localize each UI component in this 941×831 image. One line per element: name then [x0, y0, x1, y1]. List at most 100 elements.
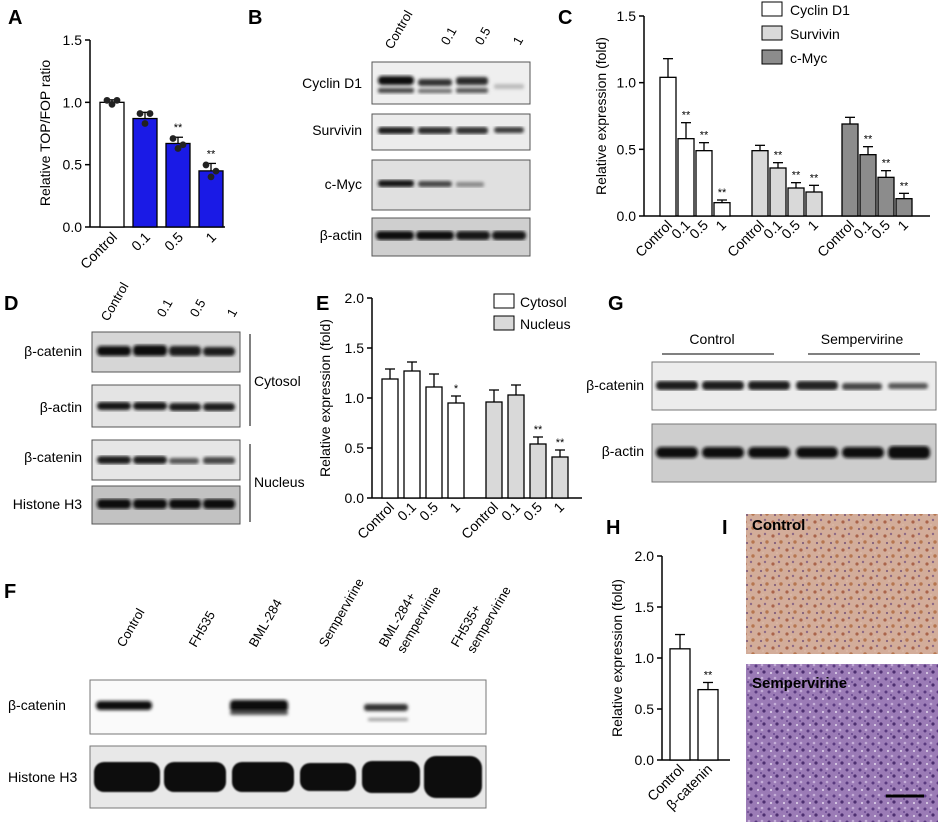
legend-label: Cytosol [520, 294, 567, 310]
blot-row-label: Histone H3 [13, 496, 82, 512]
lane-label: Sempervirine [316, 576, 367, 650]
blot-row-label: β-catenin [8, 697, 66, 713]
blot-bands [656, 446, 930, 459]
blot-bands [656, 381, 928, 390]
data-point [146, 110, 154, 117]
y-axis-label: Relative expression (fold) [317, 319, 333, 477]
y-tick-label: 1.5 [635, 599, 655, 615]
bar [895, 198, 913, 217]
bar [165, 142, 191, 228]
bar [669, 648, 691, 761]
y-axis-label: Relative expression (fold) [609, 579, 625, 737]
y-axis-label: Relative expression (fold) [593, 37, 609, 195]
panel-label-c: C [558, 7, 572, 29]
group-label-control: Control [689, 331, 734, 347]
y-tick-label: 0.0 [617, 208, 637, 224]
data-point [108, 100, 116, 108]
bar [787, 187, 805, 217]
data-point [103, 96, 111, 104]
data-point [179, 141, 187, 149]
blot-bands [96, 700, 408, 721]
y-tick-label: 1.0 [345, 390, 365, 406]
lane-label: 0.1 [154, 296, 176, 319]
blot-row-label: Survivin [312, 122, 362, 138]
y-axis-label: Relative TOP/FOP ratio [37, 60, 53, 206]
significance-mark: ** [792, 170, 801, 182]
chart-e: 0.0 0.5 1.0 1.5 2.0 Relative expression (fold… [317, 290, 582, 542]
data-point [136, 110, 144, 117]
cytosol-label: Cytosol [254, 373, 301, 389]
y-tick-label: 1.0 [617, 75, 637, 91]
significance-mark: ** [207, 148, 216, 160]
significance-mark: ** [704, 669, 713, 681]
data-point [113, 96, 121, 104]
group-label-sempervirine: Sempervirine [821, 331, 904, 347]
x-tick-label: 1 [550, 499, 567, 516]
x-tick-label: 1 [804, 217, 821, 234]
ihc-control-label: Control [752, 517, 805, 534]
data-point [174, 145, 182, 152]
blot-panel-f: Control FH535 BML-284 Sempervirine BML-2… [8, 576, 514, 809]
panel-label-a: A [8, 7, 22, 29]
data-point [207, 173, 215, 181]
blot-bands [94, 756, 482, 798]
data-point [169, 135, 177, 142]
x-tick-label: 0.5 [868, 217, 893, 242]
blot-row-label: β-catenin [24, 449, 82, 465]
x-tick-label: 1 [446, 499, 463, 516]
x-tick-label: 0.5 [686, 217, 711, 242]
bar [507, 394, 525, 499]
bar [877, 176, 895, 217]
y-tick-label: 1.0 [63, 94, 83, 110]
blot-bands [97, 499, 235, 509]
significance-mark: ** [774, 150, 783, 162]
blot-panel-b: Control 0.1 0.5 1 Cyclin D1 Survivin c-M… [302, 8, 531, 257]
lane-label: 0.5 [472, 24, 494, 47]
bar [697, 688, 719, 761]
lane-label: FH535 [186, 608, 219, 649]
x-tick-label: 0.5 [778, 217, 803, 242]
x-tick-label: Control [814, 217, 857, 260]
ihc-tint [746, 514, 938, 654]
x-tick-label: Control [77, 229, 120, 272]
x-tick-label: Control [632, 217, 675, 260]
significance-mark: ** [682, 110, 691, 122]
significance-mark: ** [556, 437, 565, 449]
x-tick-label: 0.5 [520, 499, 545, 524]
blot-bands [97, 345, 235, 356]
panel-label-g: G [608, 293, 624, 315]
bar [713, 202, 731, 217]
significance-mark: ** [864, 134, 873, 146]
data-point [212, 167, 220, 175]
y-tick-label: 0.5 [63, 157, 83, 173]
significance-mark: * [454, 383, 459, 395]
y-tick-label: 0.0 [635, 752, 655, 768]
blot-bands [378, 76, 524, 93]
bar [841, 123, 859, 217]
bar [751, 150, 769, 217]
blot-row-label: Histone H3 [8, 769, 77, 785]
panel-label-d: D [4, 293, 18, 315]
y-tick-label: 2.0 [345, 290, 365, 306]
y-tick-label: 1.5 [63, 32, 83, 48]
chart-h: 0.0 0.5 1.0 1.5 2.0 Relative expression (fold… [609, 548, 730, 813]
bar [551, 456, 569, 499]
nucleus-label: Nucleus [254, 474, 305, 490]
bar [659, 76, 677, 217]
blot-row-label: β-actin [40, 399, 82, 415]
x-tick-label: 0.1 [394, 499, 419, 524]
legend-label: Nucleus [520, 316, 571, 332]
x-tick-label: 1 [202, 229, 219, 246]
x-tick-label: Control [724, 217, 767, 260]
bar [695, 150, 713, 217]
chart-a: 0.0 0.5 1.0 1.5 Relative TOP/FOP ratio Contro… [37, 32, 225, 272]
blot-row-label: β-actin [320, 227, 362, 243]
significance-mark: ** [882, 158, 891, 170]
x-tick-label: 0.5 [416, 499, 441, 524]
ihc-sempervirine-label: Sempervirine [752, 675, 847, 692]
x-tick-label: Control [458, 499, 501, 542]
significance-mark: ** [534, 424, 543, 436]
y-tick-label: 1.0 [635, 650, 655, 666]
lane-label: Control [114, 606, 148, 650]
